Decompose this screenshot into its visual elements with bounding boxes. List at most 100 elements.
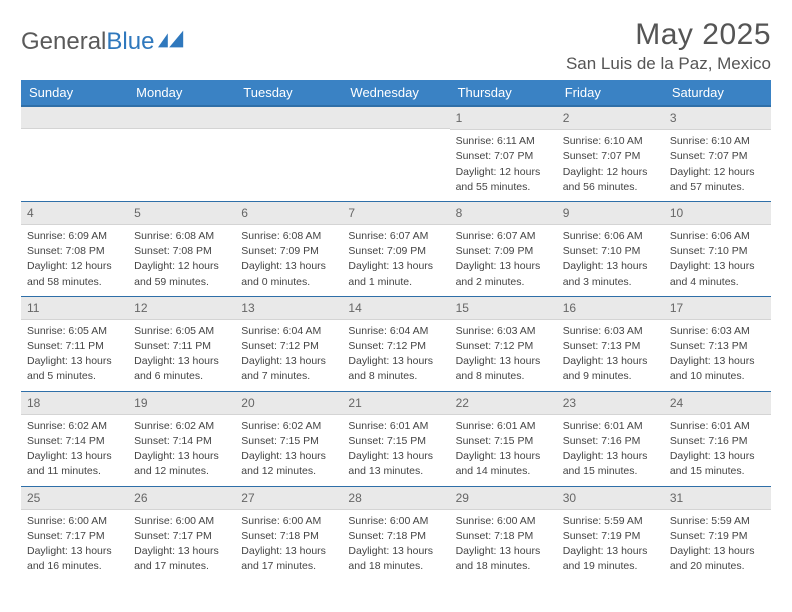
day-body: Sunrise: 6:04 AMSunset: 7:12 PMDaylight:… [342,320,449,391]
calendar-head: SundayMondayTuesdayWednesdayThursdayFrid… [21,80,771,106]
calendar-cell: 25Sunrise: 6:00 AMSunset: 7:17 PMDayligh… [21,486,128,580]
daylight-line1: Daylight: 13 hours [563,354,658,368]
sunset-text: Sunset: 7:18 PM [241,529,336,543]
calendar-cell: 12Sunrise: 6:05 AMSunset: 7:11 PMDayligh… [128,296,235,391]
sunset-text: Sunset: 7:18 PM [348,529,443,543]
sunrise-text: Sunrise: 6:06 AM [563,229,658,243]
brand-part2: Blue [106,28,154,56]
day-number: 7 [342,202,449,225]
brand-logo: GeneralBlue [21,18,186,56]
sunset-text: Sunset: 7:09 PM [348,244,443,258]
day-number: 24 [664,392,771,415]
daylight-line1: Daylight: 13 hours [563,449,658,463]
day-body: Sunrise: 6:08 AMSunset: 7:09 PMDaylight:… [235,225,342,296]
calendar-cell: 27Sunrise: 6:00 AMSunset: 7:18 PMDayligh… [235,486,342,580]
daylight-line1: Daylight: 13 hours [456,449,551,463]
day-number: 20 [235,392,342,415]
calendar-cell: 28Sunrise: 6:00 AMSunset: 7:18 PMDayligh… [342,486,449,580]
sunset-text: Sunset: 7:13 PM [563,339,658,353]
calendar-cell: 26Sunrise: 6:00 AMSunset: 7:17 PMDayligh… [128,486,235,580]
sunset-text: Sunset: 7:07 PM [563,149,658,163]
sunrise-text: Sunrise: 6:02 AM [134,419,229,433]
header: GeneralBlue May 2025 San Luis de la Paz,… [21,18,771,74]
day-number: 1 [450,107,557,130]
day-number: 23 [557,392,664,415]
day-body: Sunrise: 6:03 AMSunset: 7:12 PMDaylight:… [450,320,557,391]
sunrise-text: Sunrise: 6:07 AM [348,229,443,243]
sunset-text: Sunset: 7:16 PM [563,434,658,448]
daylight-line2: and 57 minutes. [670,180,765,194]
daylight-line2: and 12 minutes. [134,464,229,478]
sunrise-text: Sunrise: 6:01 AM [563,419,658,433]
calendar-cell: 21Sunrise: 6:01 AMSunset: 7:15 PMDayligh… [342,391,449,486]
daylight-line2: and 5 minutes. [27,369,122,383]
calendar-cell: 17Sunrise: 6:03 AMSunset: 7:13 PMDayligh… [664,296,771,391]
day-number: 28 [342,487,449,510]
day-number: 12 [128,297,235,320]
sunset-text: Sunset: 7:14 PM [134,434,229,448]
day-number: 5 [128,202,235,225]
calendar-cell: 8Sunrise: 6:07 AMSunset: 7:09 PMDaylight… [450,201,557,296]
sunset-text: Sunset: 7:12 PM [348,339,443,353]
calendar-week: 1Sunrise: 6:11 AMSunset: 7:07 PMDaylight… [21,106,771,201]
calendar-cell: 9Sunrise: 6:06 AMSunset: 7:10 PMDaylight… [557,201,664,296]
day-body: Sunrise: 6:10 AMSunset: 7:07 PMDaylight:… [664,130,771,201]
day-body: Sunrise: 6:03 AMSunset: 7:13 PMDaylight:… [557,320,664,391]
day-number: 3 [664,107,771,130]
daylight-line2: and 8 minutes. [348,369,443,383]
calendar-cell: 7 Sunrise: 6:07 AMSunset: 7:09 PMDaylight… [342,201,449,296]
calendar-cell: 19Sunrise: 6:02 AMSunset: 7:14 PMDayligh… [128,391,235,486]
day-body: Sunrise: 6:01 AMSunset: 7:16 PMDaylight:… [664,415,771,486]
day-number: 27 [235,487,342,510]
daylight-line2: and 16 minutes. [27,559,122,573]
sunset-text: Sunset: 7:17 PM [134,529,229,543]
sunrise-text: Sunrise: 6:04 AM [241,324,336,338]
daylight-line1: Daylight: 13 hours [456,259,551,273]
day-body: Sunrise: 6:01 AMSunset: 7:15 PMDaylight:… [450,415,557,486]
calendar-week: 11Sunrise: 6:05 AMSunset: 7:11 PMDayligh… [21,296,771,391]
daylight-line2: and 2 minutes. [456,275,551,289]
day-number: 21 [342,392,449,415]
sunrise-text: Sunrise: 6:00 AM [134,514,229,528]
daylight-line1: Daylight: 13 hours [456,354,551,368]
calendar-week: 18Sunrise: 6:02 AMSunset: 7:14 PMDayligh… [21,391,771,486]
day-body: Sunrise: 6:07 AMSunset: 7:09 PMDaylight:… [450,225,557,296]
sunset-text: Sunset: 7:10 PM [563,244,658,258]
sunset-text: Sunset: 7:19 PM [670,529,765,543]
sunset-text: Sunset: 7:14 PM [27,434,122,448]
daylight-line2: and 10 minutes. [670,369,765,383]
daylight-line1: Daylight: 13 hours [670,544,765,558]
title-block: May 2025 San Luis de la Paz, Mexico [566,18,771,74]
daylight-line2: and 11 minutes. [27,464,122,478]
daylight-line2: and 18 minutes. [348,559,443,573]
sunrise-text: Sunrise: 6:10 AM [670,134,765,148]
sunrise-text: Sunrise: 6:06 AM [670,229,765,243]
daylight-line2: and 18 minutes. [456,559,551,573]
day-body: Sunrise: 6:02 AMSunset: 7:15 PMDaylight:… [235,415,342,486]
sunset-text: Sunset: 7:17 PM [27,529,122,543]
daylight-line1: Daylight: 12 hours [563,165,658,179]
daylight-line1: Daylight: 13 hours [348,544,443,558]
sunrise-text: Sunrise: 6:07 AM [456,229,551,243]
calendar-cell: 20Sunrise: 6:02 AMSunset: 7:15 PMDayligh… [235,391,342,486]
day-number: 8 [450,202,557,225]
sunrise-text: Sunrise: 6:02 AM [241,419,336,433]
day-number: 17 [664,297,771,320]
daylight-line2: and 4 minutes. [670,275,765,289]
calendar-cell: 30Sunrise: 5:59 AMSunset: 7:19 PMDayligh… [557,486,664,580]
daylight-line1: Daylight: 13 hours [670,449,765,463]
daylight-line1: Daylight: 13 hours [670,259,765,273]
sunset-text: Sunset: 7:13 PM [670,339,765,353]
calendar-cell: 2Sunrise: 6:10 AMSunset: 7:07 PMDaylight… [557,106,664,201]
daylight-line2: and 13 minutes. [348,464,443,478]
daylight-line2: and 56 minutes. [563,180,658,194]
daylight-line1: Daylight: 13 hours [348,259,443,273]
day-number: 19 [128,392,235,415]
day-number: 18 [21,392,128,415]
daylight-line2: and 0 minutes. [241,275,336,289]
sunset-text: Sunset: 7:08 PM [134,244,229,258]
day-number: 4 [21,202,128,225]
day-number: 2 [557,107,664,130]
sunrise-text: Sunrise: 6:09 AM [27,229,122,243]
calendar-cell: 6Sunrise: 6:08 AMSunset: 7:09 PMDaylight… [235,201,342,296]
